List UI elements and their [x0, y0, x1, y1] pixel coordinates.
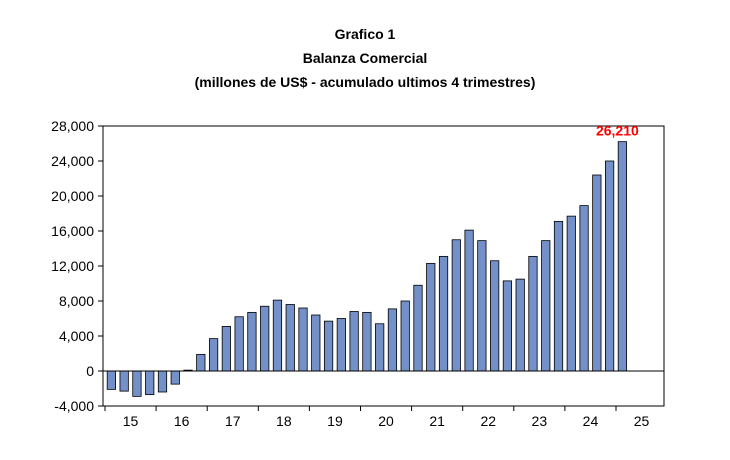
x-tick-label: 22 — [480, 413, 496, 429]
y-tick-label: 4,000 — [59, 328, 94, 344]
y-tick-label: 12,000 — [51, 258, 94, 274]
bar — [375, 323, 385, 372]
bar — [502, 280, 513, 372]
y-tick-label: 28,000 — [51, 118, 94, 134]
bar — [285, 304, 295, 372]
x-tick-label: 21 — [429, 413, 445, 429]
bar — [426, 262, 436, 372]
bar — [157, 370, 168, 393]
bar — [477, 240, 487, 372]
bar — [208, 338, 219, 372]
bar — [119, 370, 129, 392]
bar — [541, 240, 551, 372]
chart-title: Grafico 1 — [334, 26, 396, 42]
y-tick-label: 16,000 — [51, 223, 94, 239]
bar — [170, 370, 180, 385]
bar — [106, 370, 116, 390]
x-tick-label: 24 — [583, 413, 599, 429]
bar — [349, 311, 359, 372]
y-tick-label: 20,000 — [51, 188, 94, 204]
bar — [617, 141, 627, 372]
bar — [528, 255, 538, 372]
bar — [221, 325, 231, 372]
bar — [272, 299, 283, 372]
bar — [247, 311, 257, 372]
bar — [311, 314, 321, 372]
y-tick-label: -4,000 — [54, 398, 94, 414]
bar — [234, 316, 244, 372]
bar — [400, 300, 410, 372]
x-tick-label: 19 — [327, 413, 343, 429]
chart-titles: Grafico 1 Balanza Comercial (millones de… — [0, 22, 730, 94]
y-tick-label: 24,000 — [51, 153, 94, 169]
bar — [387, 308, 398, 372]
bar — [490, 260, 500, 372]
bar — [451, 239, 461, 372]
bar — [362, 311, 372, 372]
bar — [260, 305, 270, 372]
bar — [592, 174, 602, 372]
x-tick-label: 23 — [532, 413, 548, 429]
x-tick-label: 15 — [123, 413, 139, 429]
x-tick-label: 18 — [276, 413, 292, 429]
bar — [298, 307, 308, 372]
bar — [336, 318, 346, 372]
bar — [566, 215, 576, 372]
last-value-label: 26,210 — [596, 123, 639, 139]
y-tick-label: 8,000 — [59, 293, 94, 309]
bar — [438, 255, 449, 372]
bar — [553, 220, 564, 372]
bar — [145, 370, 155, 396]
bar — [196, 353, 206, 372]
chart-subtitle: Balanza Comercial — [302, 50, 428, 66]
bar — [515, 278, 525, 372]
bar — [413, 284, 423, 372]
bar — [579, 205, 589, 372]
x-tick-label: 20 — [378, 413, 394, 429]
bar — [323, 320, 334, 372]
x-tick-label: 17 — [225, 413, 241, 429]
x-tick-label: 25 — [634, 413, 650, 429]
bar — [464, 229, 474, 372]
chart-subtitle-units: (millones de US$ - acumulado ultimos 4 t… — [194, 74, 536, 90]
x-tick-label: 16 — [174, 413, 190, 429]
bar — [132, 370, 142, 397]
y-tick-label: 0 — [86, 363, 94, 379]
bar — [605, 160, 615, 372]
